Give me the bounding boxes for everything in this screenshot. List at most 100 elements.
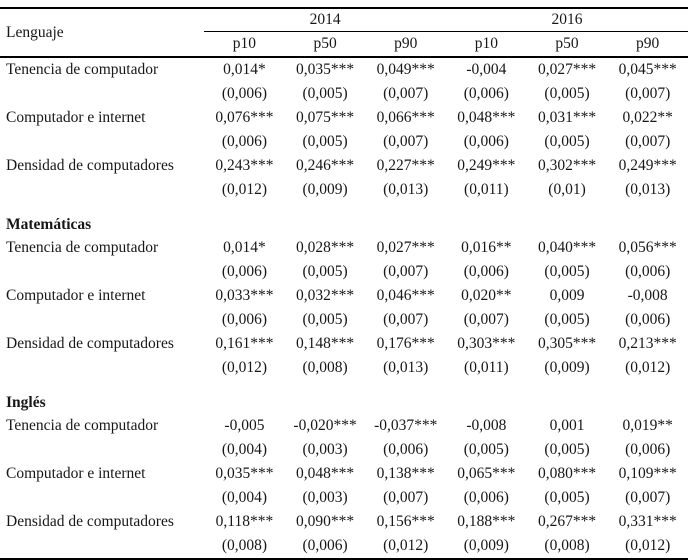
coefficient-cell: 0,227*** — [376, 157, 435, 174]
year-header-row: Lenguaje 2014 2016 — [0, 8, 688, 58]
standard-error-cell: (0,005) — [302, 311, 348, 328]
standard-error-cell: (0,012) — [625, 359, 671, 376]
coefficient-cell: 0,014* — [223, 239, 266, 256]
coefficient-cell: -0,037*** — [374, 417, 438, 434]
coefficient-cell: -0,020*** — [293, 417, 357, 434]
quantile-header-row: p10 p50 p90 p10 p50 p90 — [0, 31, 688, 58]
quantile-header-p50-2016: p50 — [526, 31, 608, 58]
coefficient-cell: 0,056*** — [618, 239, 677, 256]
standard-error-cell: (0,013) — [383, 359, 429, 376]
standard-error-cell: (0,004) — [221, 441, 268, 458]
coefficient-cell: 0,035*** — [215, 465, 274, 482]
standard-error-cell: (0,005) — [544, 311, 590, 328]
coefficient-cell: 0,046*** — [376, 287, 435, 304]
coefficient-row: Densidad de computadores 0,243*** 0,246***… — [0, 154, 688, 178]
standard-error-cell: (0,011) — [464, 181, 509, 198]
row-label: Computador e internet — [6, 109, 146, 126]
coefficient-cell: 0,066*** — [376, 109, 435, 126]
coefficient-cell: 0,027*** — [376, 239, 435, 256]
coefficient-row: Tenencia de computador 0,014* 0,028*** 0,02… — [0, 236, 688, 260]
standard-error-row: (0,006) (0,005) (0,007) (0,006) (0,005) (0,00… — [0, 260, 688, 284]
coefficient-cell: -0,005 — [224, 417, 265, 434]
coefficient-cell: 0,027*** — [537, 61, 597, 78]
standard-error-cell: (0,007) — [383, 85, 429, 102]
standard-error-cell: (0,004) — [221, 489, 268, 506]
row-label-spacer — [0, 178, 204, 202]
standard-error-cell: (0,012) — [625, 537, 671, 554]
standard-error-cell: (0,007) — [625, 85, 671, 102]
coefficient-cell: 0,075*** — [296, 109, 355, 126]
standard-error-cell: (0,011) — [464, 359, 509, 376]
standard-error-cell: (0,006) — [463, 85, 509, 102]
coefficient-cell: -0,008 — [466, 417, 507, 434]
coefficient-row: Tenencia de computador -0,005 -0,020*** -0,… — [0, 414, 688, 438]
standard-error-cell: (0,008) — [544, 537, 590, 554]
coefficient-cell: 0,331*** — [618, 513, 677, 530]
quantile-regression-table: Lenguaje 2014 2016 p10 p50 p90 p10 p50 p… — [0, 7, 688, 560]
standard-error-cell: (0,006) — [463, 263, 509, 280]
row-label-spacer — [0, 130, 204, 154]
coefficient-cell: 0,076*** — [215, 109, 274, 126]
section-label: Inglés — [6, 394, 46, 411]
coefficient-cell: 0,188*** — [457, 513, 516, 530]
standard-error-cell: (0,012) — [221, 359, 268, 376]
standard-error-row: (0,012) (0,008) (0,013) (0,011) (0,009) (0,01… — [0, 356, 688, 380]
coefficient-row: Densidad de computadores 0,161*** 0,148***… — [0, 332, 688, 356]
coefficient-cell: 0,080*** — [537, 465, 597, 482]
column-header-lenguaje: Lenguaje — [0, 8, 205, 58]
row-label: Densidad de computadores — [6, 335, 174, 352]
section-label: Matemáticas — [6, 216, 92, 233]
coefficient-row: Densidad de computadores 0,118*** 0,090***… — [0, 510, 688, 534]
row-label-spacer — [0, 308, 204, 332]
standard-error-cell: (0,007) — [625, 133, 671, 150]
row-label: Densidad de computadores — [6, 513, 174, 530]
coefficient-cell: 0,032*** — [296, 287, 355, 304]
coefficient-cell: 0,213*** — [618, 335, 677, 352]
coefficient-cell: 0,249*** — [457, 157, 516, 174]
row-label: Tenencia de computador — [6, 417, 159, 434]
standard-error-cell: (0,009) — [302, 181, 348, 198]
standard-error-cell: (0,007) — [625, 489, 671, 506]
coefficient-cell: 0,019** — [622, 417, 673, 434]
standard-error-cell: (0,005) — [302, 85, 348, 102]
standard-error-cell: (0,005) — [544, 441, 590, 458]
standard-error-cell: (0,006) — [383, 441, 429, 458]
coefficient-cell: 0,045*** — [618, 61, 677, 78]
standard-error-cell: (0,006) — [221, 311, 268, 328]
standard-error-cell: (0,012) — [221, 181, 268, 198]
coefficient-cell: 0,040*** — [537, 239, 597, 256]
standard-error-row: (0,006) (0,005) (0,007) (0,006) (0,005) (0,00… — [0, 130, 688, 154]
row-label: Computador e internet — [6, 465, 146, 482]
coefficient-cell: 0,009 — [549, 287, 585, 304]
section-header-row: Inglés — [0, 380, 688, 414]
standard-error-cell: (0,006) — [625, 311, 671, 328]
coefficient-cell: 0,156*** — [376, 513, 435, 530]
row-label-spacer — [0, 356, 204, 380]
coefficient-cell: 0,109*** — [618, 465, 677, 482]
standard-error-row: (0,006) (0,005) (0,007) (0,006) (0,005) (0,00… — [0, 82, 688, 106]
standard-error-cell: (0,007) — [463, 311, 509, 328]
coefficient-cell: 0,161*** — [215, 335, 274, 352]
standard-error-row: (0,008) (0,006) (0,012) (0,009) (0,008) (0,01… — [0, 534, 688, 559]
standard-error-cell: (0,006) — [302, 537, 348, 554]
standard-error-cell: (0,006) — [221, 133, 268, 150]
standard-error-cell: (0,005) — [544, 263, 590, 280]
row-label: Densidad de computadores — [6, 157, 174, 174]
coefficient-cell: 0,249*** — [618, 157, 677, 174]
coefficient-cell: 0,001 — [549, 417, 585, 434]
row-label: Tenencia de computador — [6, 61, 159, 78]
standard-error-cell: (0,008) — [302, 359, 348, 376]
standard-error-cell: (0,005) — [544, 133, 590, 150]
standard-error-cell: (0,003) — [302, 441, 348, 458]
coefficient-cell: 0,028*** — [296, 239, 355, 256]
standard-error-cell: (0,007) — [383, 311, 429, 328]
standard-error-row: (0,012) (0,009) (0,013) (0,011) (0,01) (0,013… — [0, 178, 688, 202]
coefficient-cell: 0,035*** — [296, 61, 355, 78]
standard-error-cell: (0,006) — [625, 263, 671, 280]
coefficient-cell: 0,267*** — [537, 513, 597, 530]
standard-error-cell: (0,013) — [383, 181, 429, 198]
coefficient-cell: 0,020** — [461, 287, 512, 304]
standard-error-cell: (0,003) — [302, 489, 348, 506]
coefficient-cell: 0,138*** — [376, 465, 435, 482]
